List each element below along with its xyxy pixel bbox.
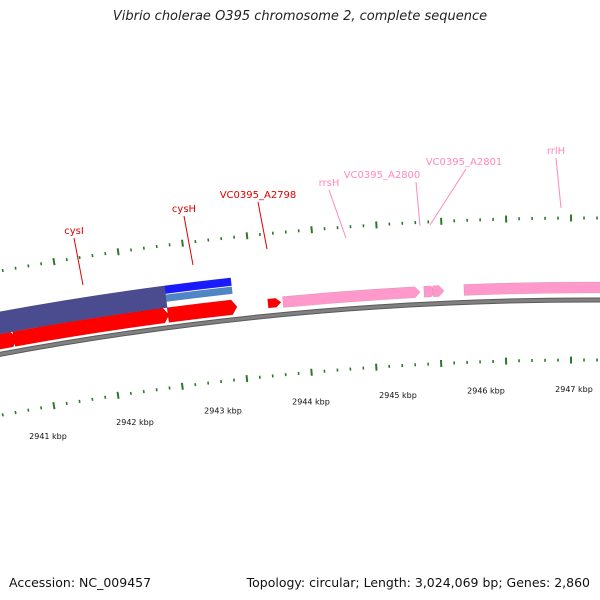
outer-tick	[27, 264, 30, 268]
feature-left-cds	[0, 331, 18, 350]
outer-tick	[310, 226, 313, 234]
kbp-tick-label: 2947 kbp	[555, 385, 593, 394]
feature-rrsH	[282, 286, 421, 308]
feature-cysH-track	[164, 277, 232, 295]
inner-tick	[27, 408, 30, 412]
gene-leader-line	[415, 181, 421, 227]
inner-tick	[116, 391, 120, 399]
feature-rrlH	[463, 281, 600, 296]
outer-tick	[116, 248, 120, 256]
kbp-tick-label: 2943 kbp	[204, 407, 242, 416]
inner-tick	[1, 413, 4, 417]
inner-tick	[14, 410, 17, 415]
inner-tick	[40, 406, 43, 410]
gene-leader-line	[257, 201, 268, 250]
kbp-tick-label: 2945 kbp	[379, 391, 417, 400]
topology-summary: Topology: circular; Length: 3,024,069 bp…	[246, 575, 590, 590]
outer-tick	[14, 266, 17, 270]
inner-tick	[245, 375, 249, 383]
feature-VC0395_A2798	[267, 298, 282, 309]
kbp-tick-label: 2941 kbp	[29, 432, 67, 441]
inner-tick	[52, 402, 56, 410]
kbp-tick-label: 2944 kbp	[292, 397, 330, 406]
gene-label: rrsH	[319, 178, 340, 189]
inner-tick	[310, 368, 313, 376]
outer-tick	[181, 239, 184, 247]
gene-label: rrlH	[547, 146, 565, 157]
gene-label: VC0395_A2800	[344, 170, 421, 181]
kbp-tick-label: 2946 kbp	[467, 387, 505, 396]
feature-cysH-sub-track	[165, 286, 233, 302]
gene-leader-line	[429, 168, 467, 226]
feature-cysI	[12, 307, 170, 347]
gene-leader-line	[73, 237, 84, 286]
gene-label: VC0395_A2801	[426, 157, 503, 168]
gene-label: VC0395_A2798	[220, 190, 297, 201]
backbone	[0, 298, 600, 356]
gene-label: cysH	[172, 204, 196, 215]
gene-leader-line	[183, 215, 194, 266]
map-title: Vibrio cholerae O395 chromosome 2, compl…	[112, 9, 488, 24]
feature-VC0395_A2801	[432, 285, 445, 298]
gene-label: cysI	[64, 226, 84, 237]
feature-cysH	[166, 299, 238, 323]
kbp-tick-label: 2942 kbp	[116, 418, 154, 427]
outer-tick	[245, 232, 249, 240]
outer-tick	[1, 268, 4, 273]
accession-label: Accession: NC_009457	[9, 575, 152, 590]
outer-tick	[52, 258, 56, 266]
inner-tick	[180, 382, 184, 390]
gene-leader-line	[328, 189, 347, 239]
gene-leader-line	[555, 157, 562, 209]
